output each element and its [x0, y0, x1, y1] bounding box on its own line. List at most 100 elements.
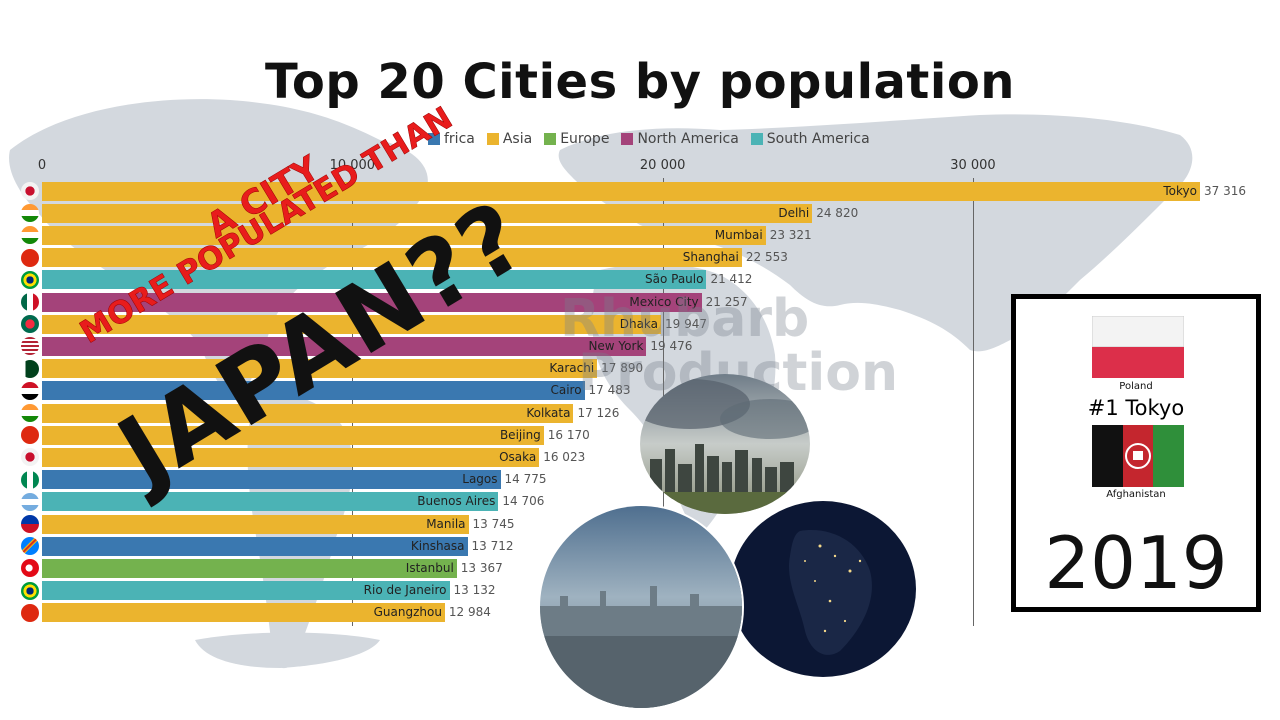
chart-legend: frica Asia Europe North America South Am… — [428, 131, 870, 147]
bar-buenos-aires — [42, 492, 499, 512]
bar-label: Osaka — [499, 449, 537, 464]
brazil-flag-icon — [21, 270, 39, 289]
bar-shanghai — [42, 248, 742, 268]
value-label: 16 170 — [547, 427, 590, 442]
value-label: 16 023 — [543, 449, 586, 464]
bar-label: São Paulo — [645, 272, 704, 287]
poland-flag-icon — [1092, 316, 1184, 378]
value-label: 37 316 — [1204, 183, 1246, 198]
top-flag-label: Poland — [1119, 381, 1153, 392]
bar-mexico-city — [42, 292, 702, 312]
bar-osaka — [42, 447, 540, 467]
value-label: 12 984 — [448, 605, 491, 620]
usa-flag-icon — [21, 337, 39, 356]
bar-label: Delhi — [778, 205, 810, 220]
bar-kolkata — [42, 403, 574, 423]
bar-guangzhou — [42, 603, 445, 623]
legend-item-europe: Europe — [544, 131, 609, 147]
bar-cairo — [42, 381, 585, 401]
bar-beijing — [42, 425, 544, 445]
x-tick-label: 30 000 — [950, 158, 996, 173]
bangladesh-flag-icon — [21, 315, 39, 334]
value-label: 13 132 — [453, 583, 496, 598]
india-flag-icon — [21, 226, 39, 245]
bar-s-o-paulo — [42, 270, 707, 290]
bar-label: Kinshasa — [410, 538, 465, 553]
bar-label: New York — [588, 338, 644, 353]
bar-kinshasa — [42, 536, 468, 556]
nigeria-flag-icon — [21, 470, 39, 489]
leader-label: #1 Tokyo — [1087, 396, 1185, 420]
bar-label: Kolkata — [526, 405, 571, 420]
brazil-flag-icon — [21, 581, 39, 600]
city-skyline-photo — [640, 374, 810, 514]
india-flag-icon — [21, 404, 39, 422]
japan-flag-icon — [21, 182, 39, 200]
bar-mumbai — [42, 225, 766, 245]
bar-manila — [42, 514, 469, 534]
earth-at-night-photo — [730, 501, 916, 677]
value-label: 17 126 — [577, 405, 620, 420]
watermark-line1: Rhubarb — [560, 289, 810, 349]
japan-flag-icon — [21, 448, 39, 467]
bar-istanbul — [42, 558, 457, 578]
bar-label: Lagos — [462, 472, 498, 487]
legend-item-africa: frica — [428, 131, 475, 147]
bottom-flag-label: Afghanistan — [1106, 489, 1166, 500]
value-label: 21 412 — [710, 272, 753, 287]
gridline — [972, 178, 974, 626]
bar-label: Cairo — [550, 383, 582, 398]
legend-item-south-america: South America — [750, 131, 870, 147]
turkey-flag-icon — [21, 559, 39, 578]
year-info-box: Poland #1 Tokyo Afghanistan 2019 — [1011, 294, 1261, 612]
bar-label: Rio de Janeiro — [363, 583, 447, 598]
watermark: Rhubarb Production — [560, 292, 898, 400]
bar-karachi — [42, 359, 598, 379]
dr-congo-flag-icon — [21, 537, 39, 556]
india-flag-icon — [21, 204, 39, 223]
bar-dhaka — [42, 314, 661, 334]
value-label: 19 947 — [665, 316, 707, 331]
argentina-flag-icon — [21, 492, 39, 511]
pakistan-flag-icon — [21, 359, 39, 378]
bar-label: Guangzhou — [373, 605, 442, 620]
chart-title: Top 20 Cities by population — [265, 54, 1015, 110]
bar-label: Tokyo — [1163, 183, 1197, 198]
hazy-city-photo — [538, 504, 744, 710]
afghanistan-flag-icon — [1092, 425, 1184, 487]
bar-label: Buenos Aires — [417, 494, 496, 509]
legend-item-north-america: North America — [621, 131, 739, 147]
value-label: 21 257 — [705, 294, 748, 309]
bar-label: Mexico City — [629, 294, 699, 309]
value-label: 24 820 — [816, 205, 859, 220]
china-flag-icon — [21, 248, 39, 267]
value-label: 13 367 — [460, 560, 503, 575]
bar-new-york — [42, 336, 647, 356]
value-label: 14 775 — [504, 472, 547, 487]
china-flag-icon — [21, 426, 39, 445]
x-tick-label: 10 000 — [329, 158, 376, 173]
bar-tokyo — [42, 181, 1200, 201]
value-label: 17 483 — [588, 383, 631, 398]
value-label: 14 706 — [502, 494, 545, 509]
value-label: 13 712 — [471, 538, 514, 553]
mexico-flag-icon — [21, 293, 39, 311]
bar-lagos — [42, 470, 501, 490]
bar-label: Karachi — [549, 361, 595, 376]
bar-label: Istanbul — [405, 560, 454, 575]
x-tick-label: 20 000 — [639, 158, 686, 173]
philippines-flag-icon — [21, 515, 39, 533]
value-label: 13 745 — [472, 516, 515, 531]
bar-delhi — [42, 203, 813, 223]
bar-rio-de-janeiro — [42, 581, 450, 601]
value-label: 22 553 — [745, 250, 788, 265]
bar-label: Dhaka — [619, 316, 659, 331]
china-flag-icon — [21, 603, 39, 622]
value-label: 23 321 — [769, 227, 812, 242]
gridline — [352, 178, 354, 626]
x-tick-label: 0 — [37, 158, 47, 173]
bar-label: Shanghai — [682, 250, 739, 265]
value-label: 17 890 — [601, 361, 644, 376]
bar-label: Beijing — [499, 427, 541, 442]
